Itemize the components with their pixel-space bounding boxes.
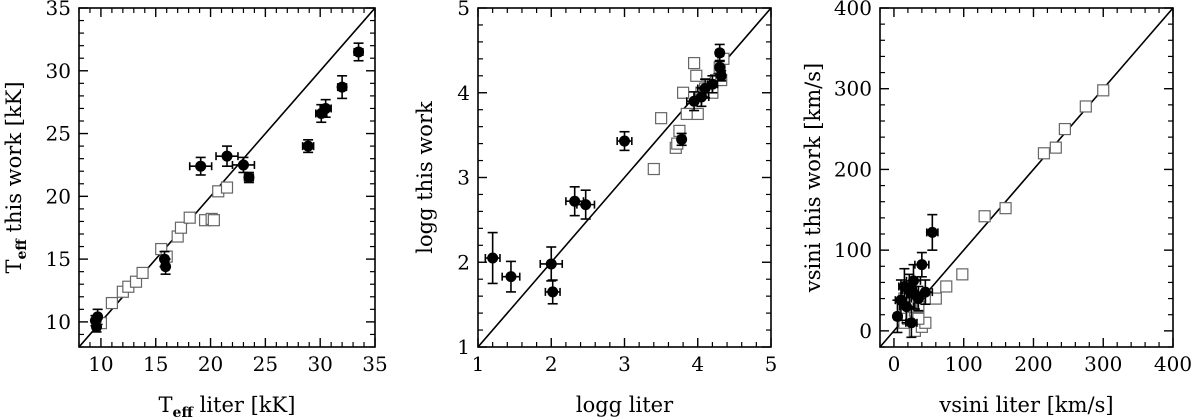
y-tick-label: 30: [46, 59, 71, 83]
filled-circle-point: [195, 160, 207, 172]
filled-circle-point: [302, 140, 314, 152]
open-square-point: [174, 221, 188, 234]
data-layer: [478, 8, 771, 347]
x-tick-label: 25: [253, 352, 278, 376]
filled-circle-point: [545, 258, 557, 270]
data-layer: [880, 8, 1173, 347]
filled-circle-point: [912, 293, 924, 305]
open-square-point: [183, 211, 196, 224]
panel-1: 10 15 20 25 30 35 10 15 20 25 30 35 Teff liter [kK] T…: [2, 0, 388, 419]
open-square-point: [136, 266, 149, 280]
x-tick-label: 100: [945, 352, 983, 376]
open-square-point: [105, 296, 118, 310]
y-axis-label: logg this work: [413, 101, 437, 254]
filled-circle-point: [221, 150, 233, 162]
x-tick-label: 400: [1154, 352, 1192, 376]
x-tick-label: 15: [143, 352, 168, 376]
filled-circle-point: [92, 311, 104, 323]
open-square-point: [1049, 141, 1062, 154]
open-square-point: [978, 210, 991, 223]
filled-circle-point: [715, 70, 727, 82]
data-layer: [79, 8, 375, 347]
open-square-point: [1097, 84, 1110, 97]
open-square-point: [999, 202, 1012, 215]
panel-3: 0 100 200 300 400 0 100 200 300 400 vsini liter [k…: [801, 0, 1192, 417]
x-tick-label: 20: [198, 352, 223, 376]
filled-circle-point: [714, 47, 726, 59]
y-axis-label: vsini this work [km/s]: [801, 63, 825, 293]
panel-2: 1 2 3 4 5 1 2 3 4 5 logg liter logg this work: [413, 0, 777, 417]
filled-circle-point: [243, 172, 255, 183]
filled-circle-point: [926, 226, 938, 238]
y-tick-label: 4: [457, 81, 470, 105]
y-tick-label: 10: [46, 310, 71, 334]
y-tick-label: 25: [46, 122, 71, 146]
x-tick-label: 3: [618, 352, 631, 376]
open-square-point: [1037, 147, 1051, 160]
open-square-point: [207, 214, 220, 227]
x-tick-label: 10: [88, 352, 113, 376]
open-square-point: [940, 280, 953, 293]
x-tick-label: 2: [545, 352, 558, 376]
filled-circle-point: [907, 275, 919, 287]
filled-circle-point: [916, 259, 928, 271]
filled-circle-point: [91, 321, 103, 333]
plot-frame: [879, 7, 1174, 348]
x-tick-label: 4: [691, 352, 704, 376]
x-tick-label: 200: [1014, 352, 1052, 376]
y-axis-label: Teff this work [kK]: [2, 81, 30, 273]
open-square-point: [1058, 122, 1071, 136]
y-tick-label: 2: [457, 250, 470, 274]
y-tick-label: 5: [457, 0, 470, 20]
filled-circle-point: [547, 286, 559, 298]
x-axis-label: vsini liter [km/s]: [938, 393, 1113, 417]
filled-circle-point: [320, 102, 332, 114]
open-square-point: [129, 275, 143, 288]
open-square-point: [691, 107, 704, 121]
y-tick-label: 300: [834, 77, 872, 101]
filled-circle-point: [676, 133, 688, 145]
x-tick-label: 1: [472, 352, 485, 376]
filled-circle-point: [619, 135, 630, 147]
open-square-point: [1079, 100, 1092, 113]
filled-circle-point: [919, 286, 931, 298]
open-square-point: [690, 69, 703, 82]
y-tick-label: 1: [457, 335, 470, 359]
open-square-point: [220, 181, 234, 194]
y-tick-label: 15: [46, 247, 71, 271]
filled-circle-point: [505, 271, 517, 283]
filled-circle-point: [695, 91, 707, 103]
filled-circle-point: [336, 81, 348, 93]
plot-frame: [78, 7, 376, 348]
open-square-point: [676, 86, 690, 99]
y-tick-label: 35: [46, 0, 71, 20]
y-tick-label: 200: [834, 157, 872, 181]
y-tick-label: 400: [834, 0, 872, 20]
open-square-point: [929, 292, 942, 305]
filled-circle-point: [706, 78, 718, 90]
filled-circle-point: [237, 159, 249, 171]
x-axis-label: Teff liter [kK]: [159, 393, 296, 419]
filled-circle-point: [160, 261, 172, 273]
filled-circle-point: [905, 317, 917, 329]
filled-circle-point: [580, 199, 592, 211]
x-axis-label: logg liter: [576, 393, 674, 417]
x-tick-label: 0: [888, 352, 901, 376]
y-tick-label: 0: [859, 319, 872, 343]
open-square-point: [687, 56, 701, 70]
open-square-point: [655, 112, 668, 125]
x-tick-label: 30: [307, 352, 332, 376]
open-square-point: [956, 268, 969, 281]
x-tick-label: 35: [362, 352, 387, 376]
open-square-point: [647, 162, 660, 176]
y-tick-label: 3: [457, 166, 470, 190]
y-tick-label: 20: [46, 184, 71, 208]
x-tick-label: 5: [765, 352, 778, 376]
filled-circle-point: [353, 46, 365, 58]
x-tick-label: 300: [1084, 352, 1122, 376]
filled-circle-point: [487, 252, 499, 264]
y-tick-label: 100: [834, 238, 872, 262]
